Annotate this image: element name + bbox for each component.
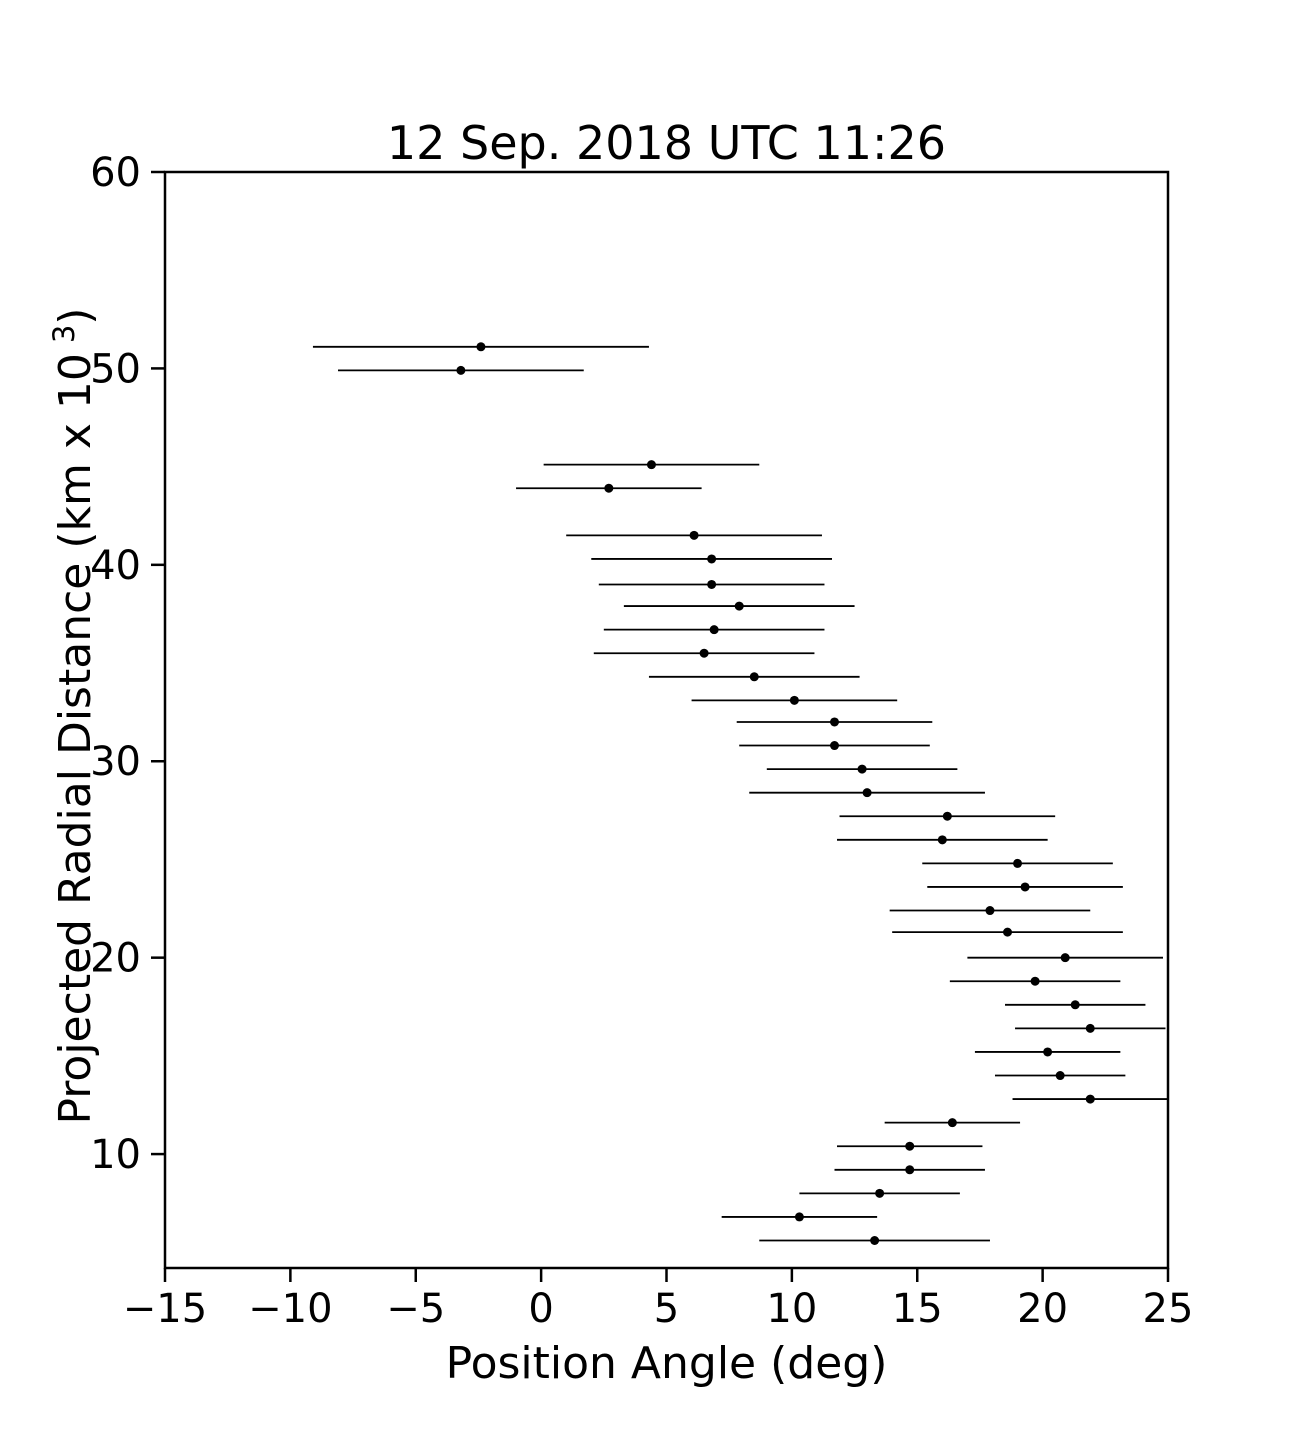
x-tick-label: 25 <box>1143 1286 1194 1332</box>
data-point <box>830 717 840 727</box>
data-point <box>1060 953 1070 963</box>
y-tick-label: 30 <box>90 739 141 785</box>
data-point <box>749 672 759 682</box>
data-point <box>789 695 799 705</box>
data-point <box>905 1165 915 1175</box>
data-point <box>830 741 840 751</box>
data-point <box>1030 976 1040 986</box>
x-tick-label: −5 <box>386 1286 445 1332</box>
data-point <box>707 554 717 564</box>
data-point <box>1020 882 1030 892</box>
data-point <box>875 1188 885 1198</box>
chart-title: 12 Sep. 2018 UTC 11:26 <box>386 116 947 170</box>
data-point <box>709 625 719 635</box>
y-axis-label-suffix: ) <box>49 307 101 325</box>
data-point <box>456 365 466 375</box>
data-point <box>1085 1023 1095 1033</box>
x-tick-label: 5 <box>654 1286 679 1332</box>
data-point <box>734 601 744 611</box>
data-point <box>947 1118 957 1128</box>
data-point <box>937 835 947 845</box>
data-point <box>689 530 699 540</box>
data-point <box>857 764 867 774</box>
y-tick-label: 40 <box>90 543 141 589</box>
data-point <box>942 811 952 821</box>
data-point <box>794 1212 804 1222</box>
data-point <box>1085 1094 1095 1104</box>
data-point <box>604 483 614 493</box>
y-axis-label-exponent: 3 <box>47 324 82 344</box>
x-tick-label: −15 <box>123 1286 207 1332</box>
y-axis-label-text: Projected Radial Distance (km x 10 <box>49 353 101 1125</box>
x-tick-label: −10 <box>248 1286 332 1332</box>
x-tick-label: 0 <box>528 1286 553 1332</box>
data-point <box>707 579 717 589</box>
x-tick-label: 20 <box>1017 1286 1068 1332</box>
y-tick-label: 20 <box>90 936 141 982</box>
data-point <box>1003 927 1013 937</box>
y-tick-label: 10 <box>90 1132 141 1178</box>
data-point <box>646 460 656 470</box>
data-point <box>699 648 709 658</box>
data-point <box>1070 1000 1080 1010</box>
x-tick-label: 15 <box>892 1286 943 1332</box>
data-point <box>905 1141 915 1151</box>
data-point <box>1055 1071 1065 1081</box>
data-point <box>862 788 872 798</box>
y-axis-label: Projected Radial Distance (km x 10 3) <box>47 308 101 1125</box>
data-point <box>476 342 486 352</box>
data-point <box>870 1236 880 1246</box>
y-tick-label: 50 <box>90 346 141 392</box>
data-point <box>985 906 995 916</box>
axes-frame <box>163 170 1170 1270</box>
data-point <box>1043 1047 1053 1057</box>
y-tick-label: 60 <box>90 150 141 196</box>
x-axis-label: Position Angle (deg) <box>445 1338 888 1389</box>
data-point <box>1013 858 1023 868</box>
x-tick-label: 10 <box>766 1286 817 1332</box>
